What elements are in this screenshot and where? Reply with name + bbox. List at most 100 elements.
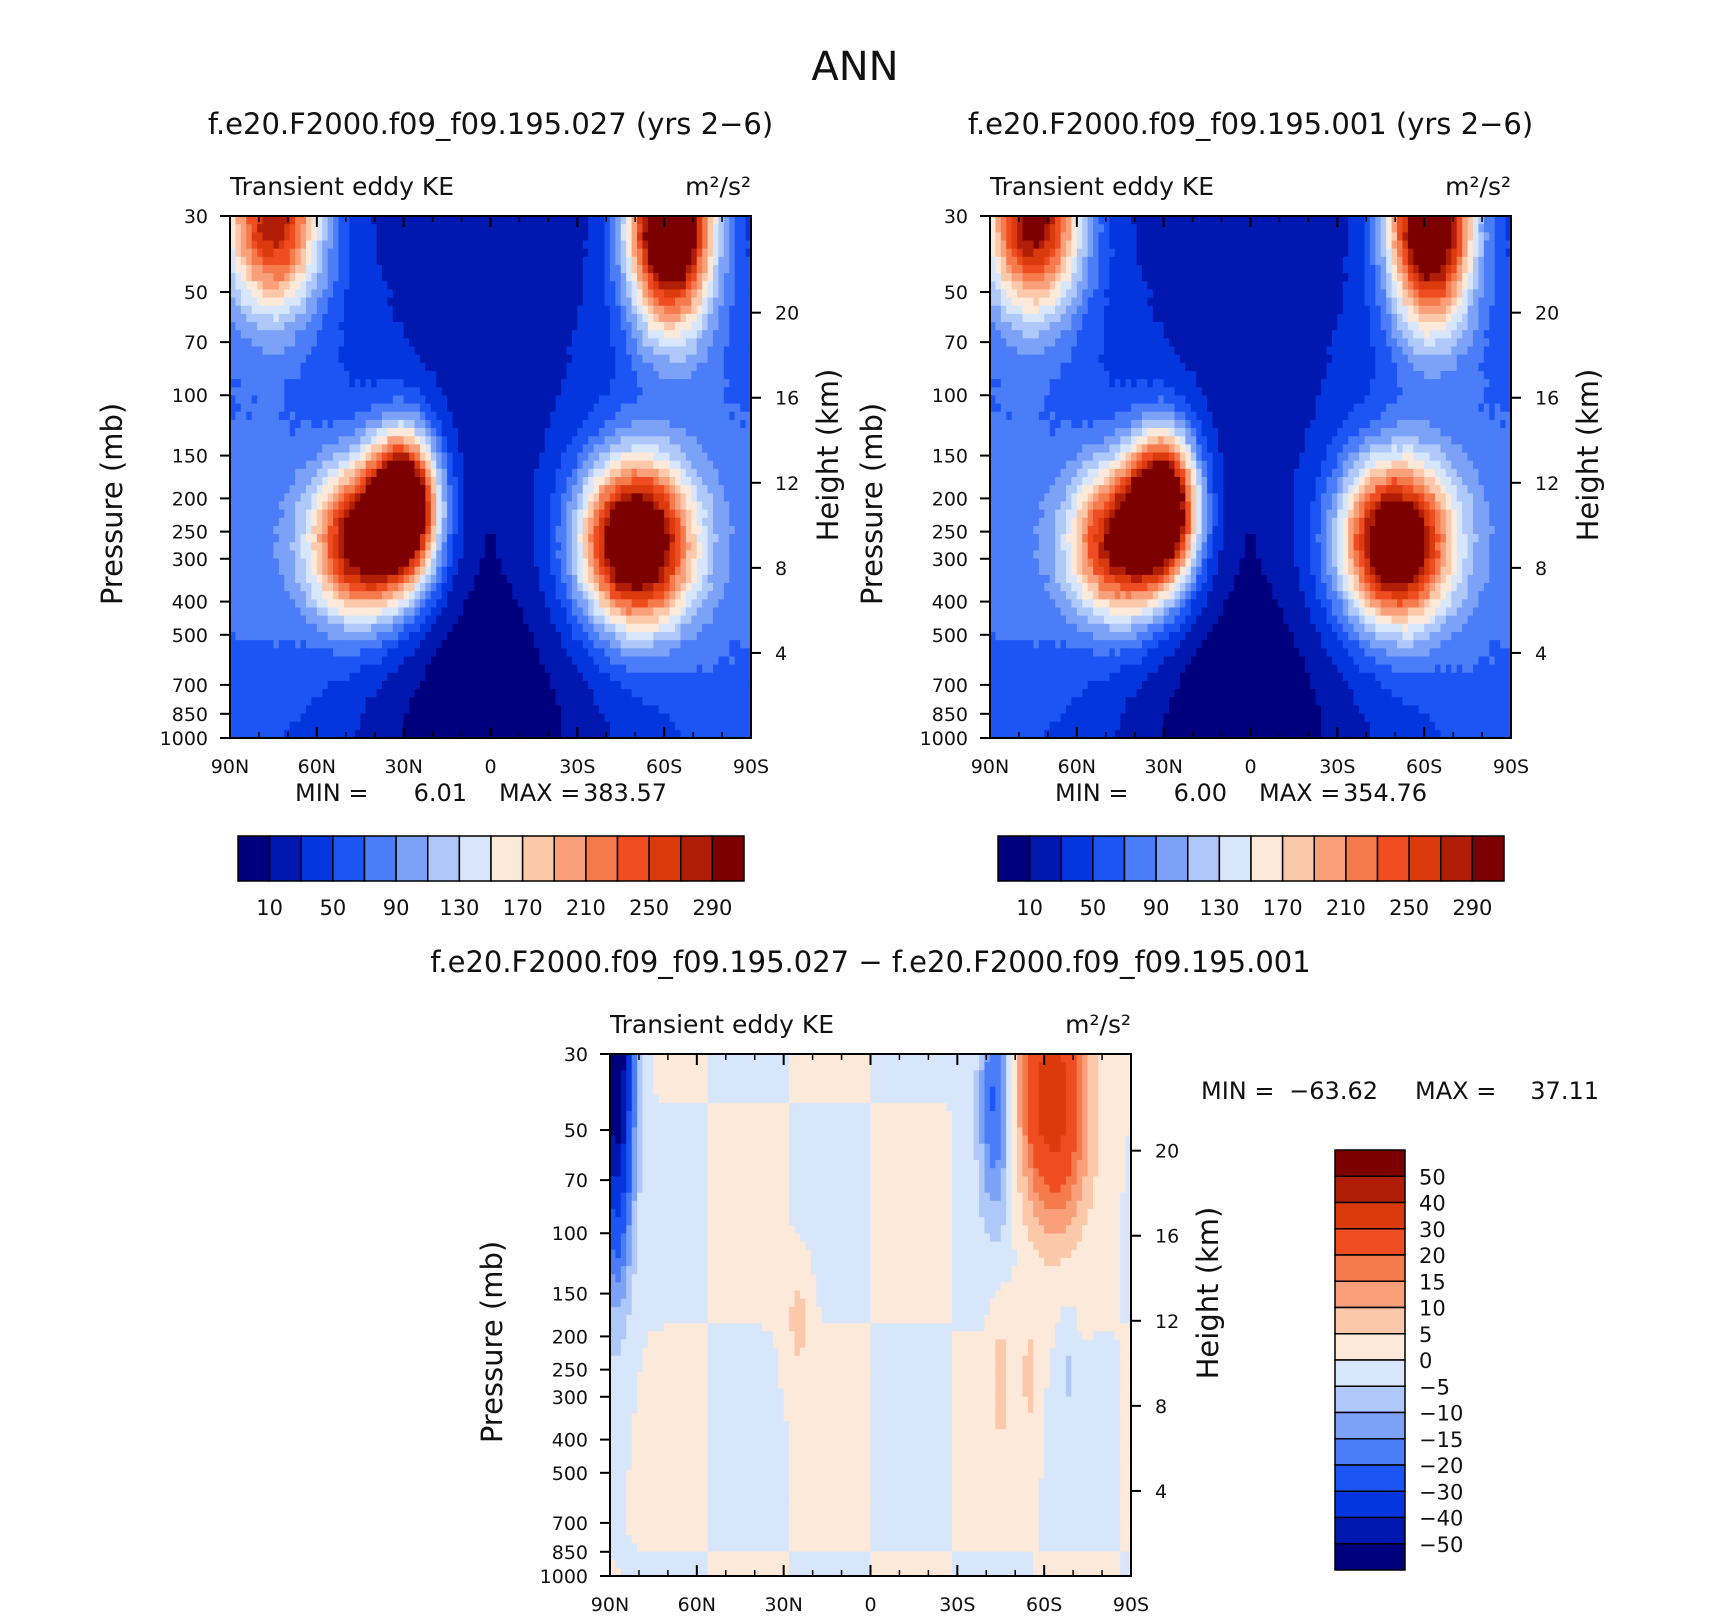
field-cell	[425, 248, 432, 258]
field-cell	[284, 591, 291, 600]
field-cell	[278, 281, 285, 291]
field-cell	[474, 477, 481, 486]
field-cell	[436, 419, 443, 429]
field-cell	[240, 550, 247, 560]
field-cell	[582, 273, 589, 282]
field-cell	[349, 648, 356, 658]
field-cell	[371, 501, 378, 511]
field-cell	[495, 338, 502, 348]
field-cell	[457, 264, 464, 274]
field-cell	[257, 419, 264, 429]
field-cell	[593, 305, 600, 315]
field-cell	[642, 640, 649, 649]
field-cell	[452, 468, 459, 478]
field-cell	[425, 224, 432, 233]
field-cell	[240, 664, 247, 674]
field-cell	[376, 240, 383, 250]
field-cell	[278, 403, 285, 413]
field-cell	[365, 485, 372, 494]
field-cell	[539, 387, 546, 397]
field-cell	[251, 297, 258, 307]
field-cell	[289, 419, 296, 429]
field-cell	[588, 631, 595, 641]
field-cell	[235, 338, 242, 348]
field-cell	[452, 705, 459, 715]
field-cell	[620, 436, 627, 445]
field-cell	[626, 256, 633, 266]
field-cell	[533, 395, 540, 405]
field-cell	[230, 517, 237, 527]
field-cell	[588, 689, 595, 698]
field-cell	[316, 379, 323, 388]
field-cell	[251, 689, 258, 698]
field-cell	[626, 607, 633, 617]
field-cell	[615, 216, 622, 225]
field-cell	[474, 729, 481, 739]
field-cell	[387, 631, 394, 641]
field-cell	[267, 411, 275, 421]
field-cell	[371, 485, 378, 494]
field-cell	[289, 330, 296, 339]
field-cell	[262, 672, 269, 682]
field-cell	[539, 583, 546, 592]
field-cell	[251, 648, 258, 658]
field-cell	[577, 330, 584, 339]
field-cell	[528, 419, 535, 429]
field-cell	[647, 322, 654, 331]
field-cell	[327, 680, 334, 690]
field-cell	[642, 525, 649, 535]
field-cell	[609, 322, 616, 331]
field-cell	[338, 338, 345, 348]
field-cell	[599, 631, 606, 641]
field-cell	[311, 428, 318, 437]
field-cell	[409, 607, 416, 617]
field-cell	[398, 395, 405, 405]
field-cell	[457, 517, 464, 527]
field-cell	[512, 680, 519, 690]
field-cell	[463, 631, 470, 641]
field-cell	[305, 248, 313, 258]
field-cell	[278, 452, 285, 462]
field-cell	[289, 232, 296, 242]
field-cell	[593, 501, 600, 511]
field-cell	[235, 216, 242, 225]
field-cell	[495, 460, 502, 470]
field-cell	[463, 322, 470, 331]
field-cell	[441, 248, 448, 258]
field-cell	[403, 623, 410, 633]
field-cell	[495, 550, 502, 560]
field-cell	[398, 297, 405, 307]
field-cell	[626, 623, 633, 633]
field-cell	[523, 501, 530, 511]
field-cell	[267, 574, 275, 584]
field-cell	[479, 664, 486, 674]
field-cell	[338, 493, 345, 503]
field-cell	[371, 297, 378, 307]
field-cell	[544, 248, 551, 258]
field-cell	[550, 697, 557, 706]
field-cell	[273, 517, 280, 527]
field-cell	[376, 485, 383, 494]
field-cell	[295, 338, 302, 348]
field-cell	[436, 256, 443, 266]
field-cell	[381, 452, 388, 462]
field-cell	[262, 485, 269, 494]
field-cell	[626, 713, 633, 723]
field-cell	[262, 403, 269, 413]
field-cell	[425, 256, 432, 266]
field-cell	[354, 468, 361, 478]
field-cell	[436, 354, 443, 364]
field-cell	[642, 648, 649, 658]
field-cell	[311, 395, 318, 405]
field-cell	[593, 680, 600, 690]
field-cell	[506, 493, 513, 503]
field-cell	[392, 493, 399, 503]
field-cell	[528, 631, 535, 641]
field-cell	[533, 729, 540, 739]
field-cell	[490, 224, 497, 233]
field-cell	[550, 387, 557, 397]
field-cell	[343, 444, 350, 454]
field-cell	[235, 615, 242, 625]
field-cell	[495, 509, 502, 519]
field-cell	[230, 615, 237, 625]
